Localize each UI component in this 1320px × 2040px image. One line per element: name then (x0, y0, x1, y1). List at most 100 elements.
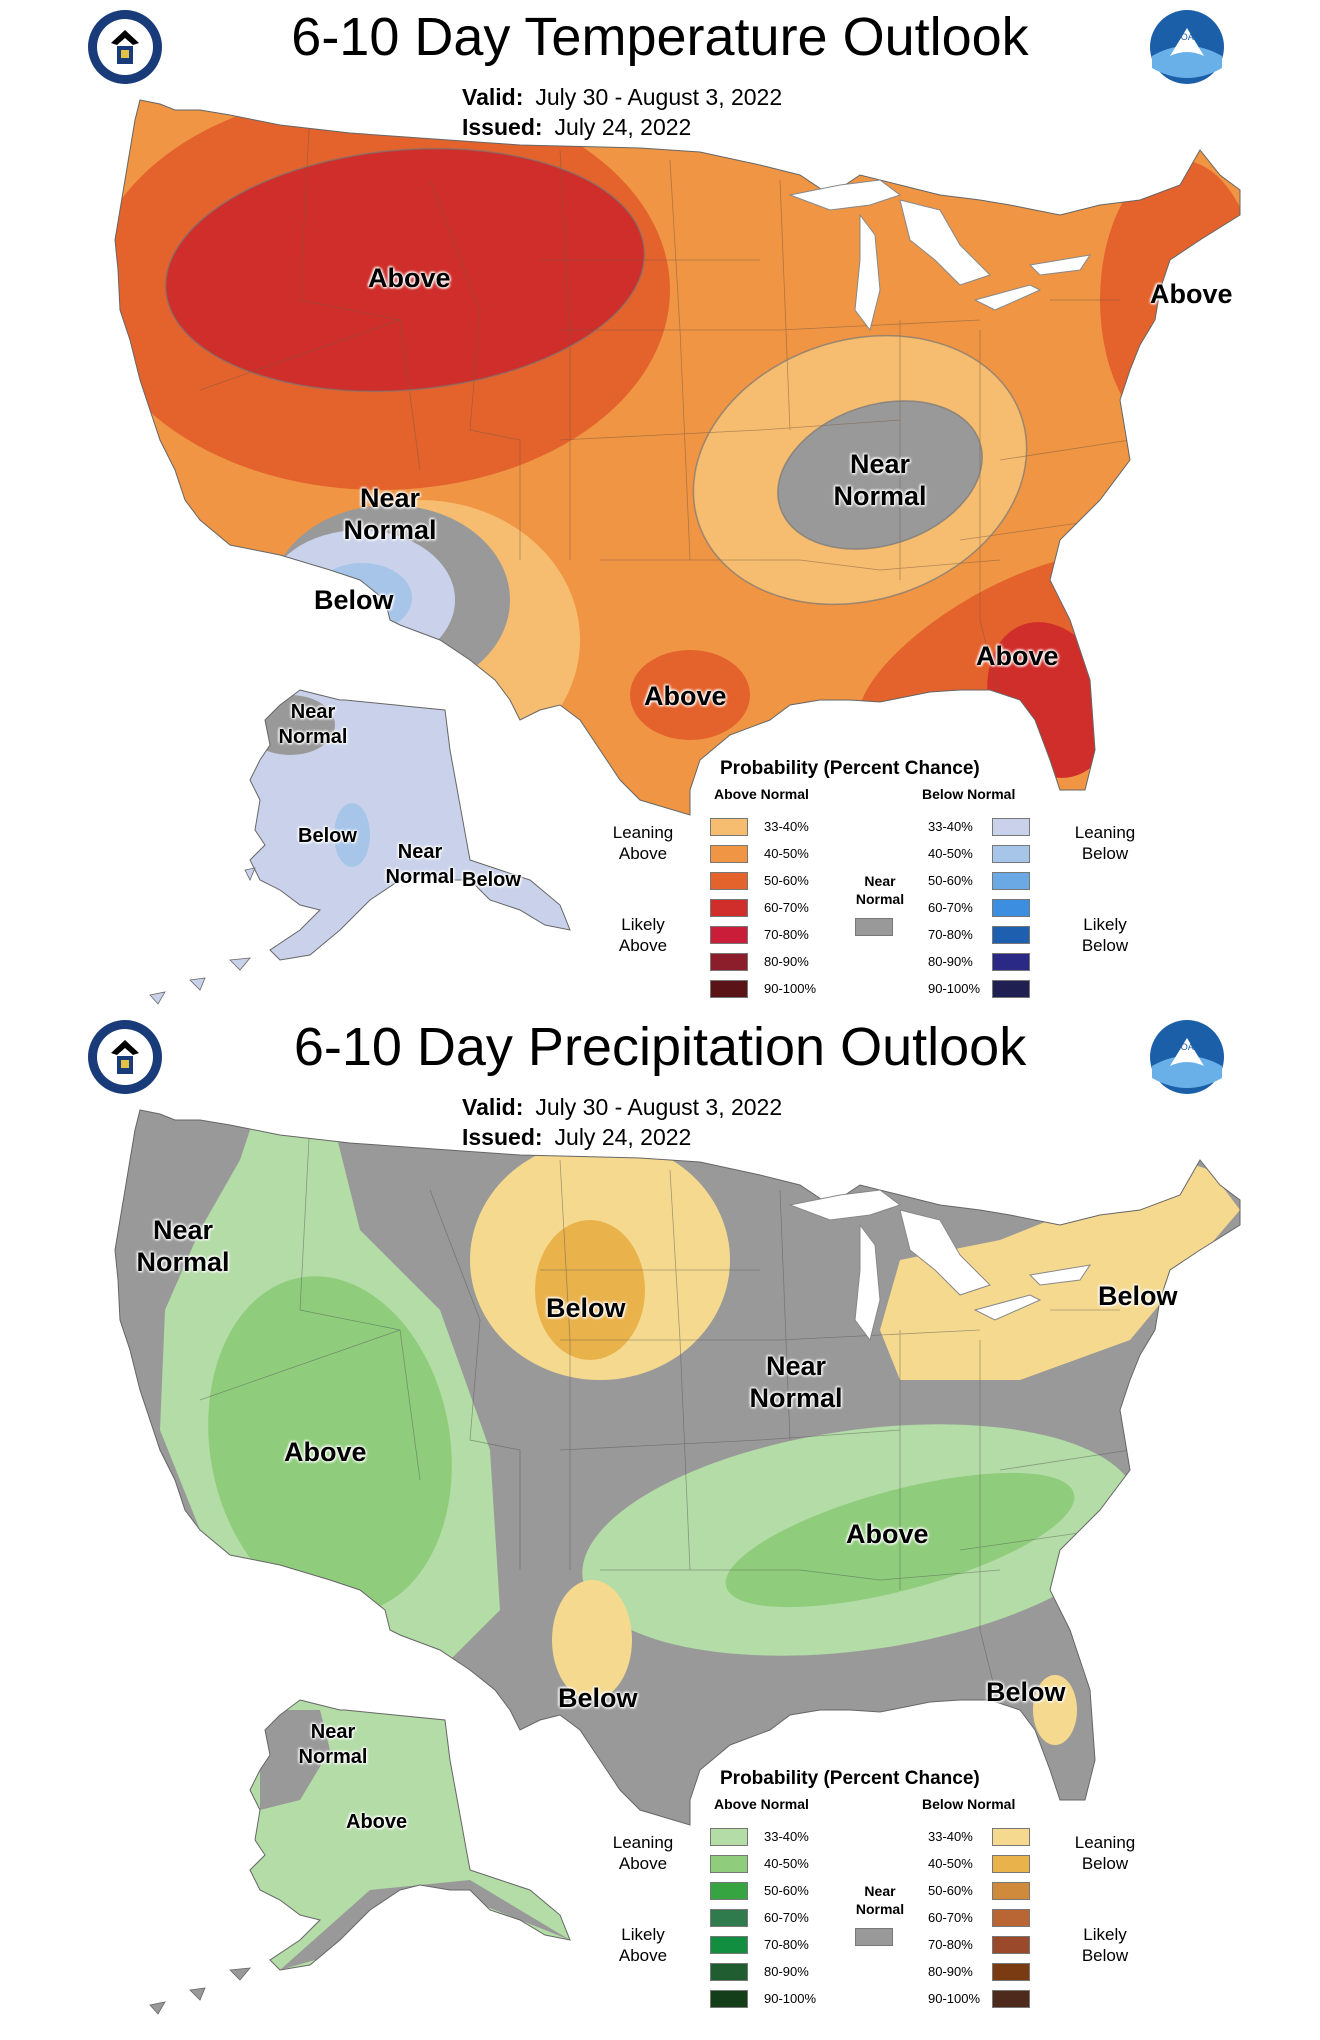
legend-below-swatch (992, 1963, 1030, 1981)
legend-above-percent: 33-40% (764, 819, 809, 834)
legend-near-normal-swatch (855, 1928, 893, 1946)
legend-leaning-above: Leaning Above (612, 1833, 674, 1873)
issued-date: Issued: July 24, 2022 (462, 114, 692, 140)
region-label: Below (546, 1293, 626, 1323)
legend-below-swatch (992, 980, 1030, 998)
legend-below-header: Below Normal (922, 1796, 1016, 1812)
region-label: Near Normal (298, 1721, 368, 1768)
region-label: Near Normal (136, 1215, 230, 1277)
legend-above-swatch (710, 1990, 748, 2008)
legend-above-percent: 60-70% (764, 1910, 809, 1925)
valid-dates: Valid: July 30 - August 3, 2022 (462, 1094, 783, 1120)
legend-below-percent: 60-70% (928, 1910, 973, 1925)
legend-below-swatch (992, 1855, 1030, 1873)
legend-near-normal: Near Normal (855, 873, 905, 907)
great-lakes (788, 1189, 1092, 1342)
legend-below-swatch (992, 1936, 1030, 1954)
legend-above-percent: 60-70% (764, 900, 809, 915)
region-label: Above (284, 1437, 367, 1467)
noaa-logo-icon: NOAA (1150, 10, 1224, 84)
legend-above-percent: 80-90% (764, 954, 809, 969)
legend-above-swatch (710, 926, 748, 944)
legend-likely-below: Likely Below (1081, 915, 1129, 955)
department-of-commerce-seal-icon (88, 10, 162, 84)
legend-above-percent: 90-100% (764, 981, 817, 996)
map-title: 6-10 Day Temperature Outlook (291, 7, 1029, 67)
legend-below-percent: 33-40% (928, 1829, 973, 1844)
legend-above-percent: 50-60% (764, 1883, 809, 1898)
legend-likely-above: Likely Above (618, 1925, 668, 1965)
legend-below-header: Below Normal (922, 786, 1016, 802)
legend-below-percent: 33-40% (928, 819, 973, 834)
legend-below-percent: 70-80% (928, 1937, 973, 1952)
legend-above-percent: 50-60% (764, 873, 809, 888)
legend-above-swatch (710, 1828, 748, 1846)
region-label: Above (346, 1811, 408, 1833)
precipitation-map (114, 1109, 1241, 2015)
legend-below-percent: 40-50% (928, 1856, 973, 1871)
department-of-commerce-seal-icon (88, 1020, 162, 1094)
region-label: Near Normal (278, 701, 348, 748)
legend-below-swatch (992, 1990, 1030, 2008)
legend-leaning-below: Leaning Below (1074, 1833, 1136, 1873)
temperature-outlook-panel: NOAA 6-10 Day Temperature Outlook Valid:… (0, 0, 1320, 1010)
probability-legend: Probability (Percent Chance) Above Norma… (600, 750, 1135, 1010)
legend-above-header: Above Normal (714, 786, 809, 802)
region-label: Near Normal (749, 1351, 843, 1413)
legend-above-percent: 40-50% (764, 846, 809, 861)
region-label: Above (368, 263, 451, 293)
map-title: 6-10 Day Precipitation Outlook (293, 1017, 1027, 1077)
legend-above-percent: 70-80% (764, 1937, 809, 1952)
legend-above-swatch (710, 1909, 748, 1927)
issued-date: Issued: July 24, 2022 (462, 1124, 692, 1150)
legend-leaning-above: Leaning Above (612, 823, 674, 863)
legend-above-swatch (710, 845, 748, 863)
legend-above-swatch (710, 953, 748, 971)
legend-below-swatch (992, 899, 1030, 917)
legend-below-swatch (992, 1882, 1030, 1900)
legend-near-normal: Near Normal (855, 1883, 905, 1917)
region-label: Near Normal (343, 483, 437, 545)
legend-title: Probability (Percent Chance) (720, 1768, 980, 1789)
legend-below-swatch (992, 818, 1030, 836)
legend-above-percent: 70-80% (764, 927, 809, 942)
svg-text:NOAA: NOAA (1174, 1042, 1200, 1052)
region-label: Below (986, 1677, 1066, 1707)
region-label: Above (644, 681, 727, 711)
legend-below-percent: 50-60% (928, 1883, 973, 1898)
region-label: Above (1150, 279, 1233, 309)
legend-likely-below: Likely Below (1081, 1925, 1129, 1965)
region-label: Below (314, 585, 394, 615)
valid-dates: Valid: July 30 - August 3, 2022 (462, 84, 783, 110)
legend-below-swatch (992, 1909, 1030, 1927)
legend-above-swatch (710, 1855, 748, 1873)
legend-above-percent: 90-100% (764, 1991, 817, 2006)
noaa-logo-icon: NOAA (1150, 1020, 1224, 1094)
legend-likely-above: Likely Above (618, 915, 668, 955)
great-lakes (788, 179, 1092, 332)
legend-below-percent: 40-50% (928, 846, 973, 861)
legend-below-swatch (992, 872, 1030, 890)
legend-above-swatch (710, 1936, 748, 1954)
region-label: Near Normal (833, 449, 927, 511)
legend-above-swatch (710, 899, 748, 917)
legend-above-swatch (710, 1882, 748, 1900)
legend-above-header: Above Normal (714, 1796, 809, 1812)
legend-above-swatch (710, 872, 748, 890)
legend-above-swatch (710, 818, 748, 836)
region-label: Near Normal (385, 841, 455, 888)
svg-text:NOAA: NOAA (1174, 32, 1200, 42)
legend-below-swatch (992, 1828, 1030, 1846)
legend-below-percent: 90-100% (928, 981, 981, 996)
legend-below-percent: 50-60% (928, 873, 973, 888)
legend-above-swatch (710, 980, 748, 998)
legend-below-percent: 70-80% (928, 927, 973, 942)
legend-below-swatch (992, 845, 1030, 863)
precipitation-outlook-panel: NOAA 6-10 Day Precipitation Outlook Vali… (0, 1010, 1320, 2020)
region-label: Below (1098, 1281, 1178, 1311)
region-label: Below (558, 1683, 638, 1713)
legend-below-swatch (992, 953, 1030, 971)
legend-below-percent: 60-70% (928, 900, 973, 915)
region-label: Above (846, 1519, 929, 1549)
legend-near-normal-swatch (855, 918, 893, 936)
